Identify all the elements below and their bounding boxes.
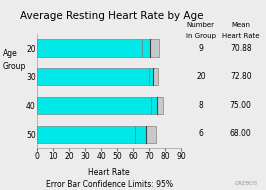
- Text: 9: 9: [198, 44, 203, 53]
- Bar: [146, 126, 156, 143]
- Text: 75.00: 75.00: [230, 101, 252, 110]
- Bar: [37, 126, 135, 143]
- Text: Heart Rate: Heart Rate: [88, 168, 130, 177]
- Bar: [149, 68, 153, 86]
- Bar: [135, 126, 146, 143]
- Bar: [157, 97, 163, 114]
- Bar: [37, 68, 149, 86]
- Text: 20: 20: [196, 72, 206, 82]
- Text: Average Resting Heart Rate by Age: Average Resting Heart Rate by Age: [20, 11, 203, 21]
- Text: GREBOS: GREBOS: [235, 181, 258, 186]
- Text: 72.80: 72.80: [230, 72, 252, 82]
- Text: Number: Number: [187, 22, 215, 28]
- Text: 6: 6: [198, 129, 203, 139]
- Bar: [153, 68, 158, 86]
- Text: 8: 8: [198, 101, 203, 110]
- Bar: [151, 97, 157, 114]
- Text: Age: Age: [3, 49, 17, 58]
- Text: Heart Rate: Heart Rate: [222, 33, 259, 39]
- Text: 70.88: 70.88: [230, 44, 252, 53]
- Bar: [142, 39, 150, 57]
- Bar: [37, 97, 151, 114]
- Text: 68.00: 68.00: [230, 129, 252, 139]
- Bar: [150, 39, 159, 57]
- Text: Mean: Mean: [231, 22, 250, 28]
- Text: in Group: in Group: [186, 33, 216, 39]
- Text: Group: Group: [3, 62, 26, 71]
- Bar: [37, 39, 142, 57]
- Text: Error Bar Confidence Limits: 95%: Error Bar Confidence Limits: 95%: [45, 180, 173, 188]
